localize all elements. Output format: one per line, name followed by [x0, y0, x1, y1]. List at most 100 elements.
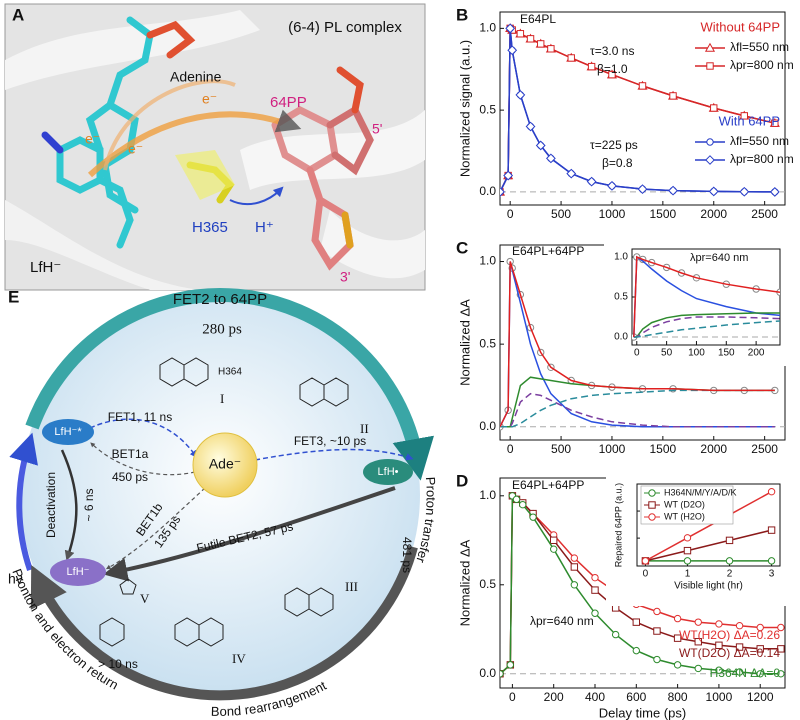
panel-title: (6-4) PL complex	[288, 19, 402, 36]
marker	[705, 155, 715, 165]
marker	[500, 187, 505, 197]
marker	[505, 23, 516, 34]
marker	[735, 622, 744, 630]
y-tick-label: 0.5	[479, 336, 496, 350]
series-line	[500, 392, 775, 428]
marker	[767, 557, 776, 565]
panel-letter: A	[12, 5, 24, 24]
label: Adenine	[170, 69, 222, 85]
x-tick-label: 1200	[747, 690, 774, 704]
marker	[638, 82, 647, 90]
label: > 10 ns	[98, 657, 138, 671]
marker	[648, 489, 656, 497]
label: FET2 to 64PP	[173, 291, 267, 308]
marker	[529, 513, 537, 521]
y-tick-label: 0.0	[614, 332, 628, 343]
marker	[769, 187, 780, 197]
node	[192, 432, 258, 498]
label: H365	[192, 219, 228, 236]
series-layer	[641, 487, 776, 565]
marker	[756, 645, 764, 653]
node	[42, 419, 94, 445]
x-tick-label: 400	[585, 690, 605, 704]
marker	[519, 500, 527, 509]
x-axis-label: Visible light (hr)	[674, 581, 743, 592]
x-axis-label: Delay time (ps)	[599, 705, 686, 720]
x-tick-label: 150	[718, 348, 735, 359]
x-tick-label: 0	[507, 207, 514, 221]
fet2-arc	[25, 288, 434, 481]
return-arc	[30, 545, 418, 701]
annotation: E64PL+64PP	[512, 244, 584, 258]
marker	[771, 119, 779, 127]
series-layer	[632, 253, 780, 341]
marker	[591, 586, 599, 594]
legend-label: λfl=550 nm	[730, 40, 789, 54]
label: 64PP	[270, 94, 307, 111]
marker	[537, 40, 545, 48]
x-tick-label: 2000	[700, 207, 727, 221]
series-line	[645, 529, 772, 562]
node	[363, 459, 413, 485]
y-axis-label: Normalized signal (a.u.)	[457, 40, 472, 177]
label: 280 ps	[202, 321, 242, 337]
annotation: WT(H2O) ΔA=0.26	[679, 628, 780, 642]
x-tick-label: 500	[551, 207, 571, 221]
marker	[653, 627, 661, 635]
x-tick-label: 2500	[751, 442, 778, 456]
legend-title: Without 64PP	[701, 19, 781, 34]
annotation: λpr=640 nm	[530, 614, 594, 628]
marker	[767, 526, 776, 534]
structure-label: I	[220, 391, 224, 406]
x-tick-label: 100	[688, 348, 705, 359]
y-tick-label: 0.0	[479, 419, 496, 433]
label: FET3, ~10 ps	[294, 434, 366, 448]
node-label: LfH⁻*	[54, 426, 82, 438]
series-line	[633, 312, 780, 338]
legend-title: With 64PP	[719, 113, 780, 128]
marker	[715, 666, 723, 674]
marker	[570, 563, 579, 571]
y-tick-label: 0.0	[479, 666, 496, 680]
marker	[777, 623, 785, 632]
x-tick-label: 1000	[599, 207, 626, 221]
marker	[777, 670, 785, 678]
marker	[547, 45, 555, 53]
marker	[591, 609, 599, 617]
annotation: τ=3.0 ns	[590, 44, 634, 58]
bet1a-arrow	[90, 442, 196, 476]
label: FET1, 11 ns	[108, 410, 172, 424]
marker	[710, 104, 718, 112]
panel-letter: D	[456, 471, 468, 490]
marker	[725, 536, 734, 545]
x-tick-label: 50	[661, 348, 673, 359]
y-tick-label: 1.0	[479, 254, 496, 268]
marker	[500, 670, 504, 678]
ribbon	[5, 200, 200, 290]
chart: 0 500 1000 1500 2000 2500 0.0 0.5 1.0 B Normalized…	[456, 5, 794, 221]
legend-label: λpr=800 nm	[730, 152, 794, 166]
marker	[767, 487, 776, 496]
electron-arrow	[87, 109, 302, 178]
structure-label: IV	[232, 651, 246, 666]
marker	[683, 557, 692, 565]
futile-arrow	[103, 486, 396, 582]
series-layer	[500, 23, 780, 197]
marker	[507, 45, 518, 56]
series-layer	[500, 257, 779, 431]
marker	[525, 121, 536, 132]
marker	[715, 620, 723, 628]
chemical-structures	[99, 357, 349, 647]
marker	[708, 186, 719, 197]
panel-letter: C	[456, 238, 468, 257]
x-tick-label: 2	[727, 569, 733, 580]
y-axis-label: Repaired 64PP (a.u.)	[613, 483, 623, 567]
marker	[735, 668, 744, 676]
marker	[516, 30, 525, 38]
annotation: H364N ΔA=0	[710, 666, 781, 680]
x-tick-label: 0	[643, 569, 649, 580]
label: Deactivation	[44, 472, 58, 538]
structure-label: V	[140, 591, 150, 606]
plot-frame	[499, 11, 786, 206]
marker	[673, 634, 682, 642]
